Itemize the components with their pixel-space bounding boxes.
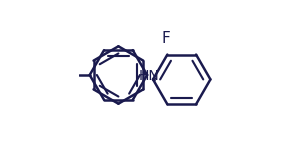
Text: F: F bbox=[162, 32, 170, 46]
Text: HN: HN bbox=[139, 69, 160, 83]
